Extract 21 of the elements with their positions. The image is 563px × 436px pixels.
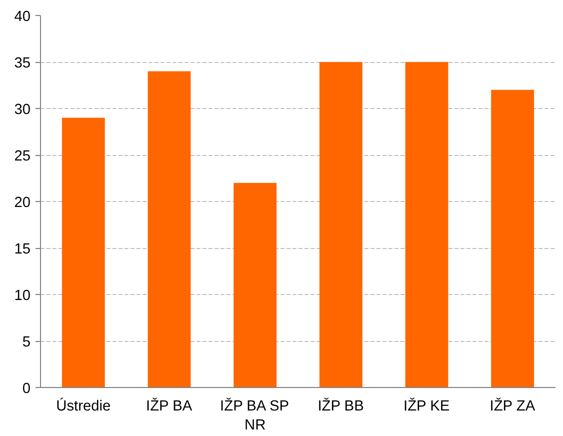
- x-tick-label: Ústredie: [56, 398, 111, 414]
- y-tick-label: 10: [14, 288, 31, 304]
- bar: [319, 62, 362, 388]
- y-tick-label: 20: [14, 195, 31, 211]
- bar: [405, 62, 448, 388]
- x-tick-label: IŽP ZA: [490, 398, 536, 414]
- bar: [491, 90, 534, 388]
- y-tick-label: 40: [14, 9, 31, 25]
- x-tick-label: IŽP KE: [404, 398, 450, 414]
- y-tick-label: 0: [22, 381, 31, 397]
- y-tick-label: 25: [14, 148, 31, 164]
- y-tick-label: 35: [14, 56, 31, 72]
- y-tick-label: 15: [14, 242, 31, 258]
- bar: [234, 182, 277, 388]
- x-tick-label: IŽP BA: [146, 398, 192, 414]
- x-tick-label: IŽP BB: [318, 398, 364, 414]
- y-tick-label: 5: [22, 334, 31, 350]
- bar: [62, 118, 105, 388]
- y-tick-label: 30: [14, 102, 31, 118]
- x-tick-label: IŽP BA SP NR: [220, 398, 290, 434]
- bar: [148, 71, 191, 388]
